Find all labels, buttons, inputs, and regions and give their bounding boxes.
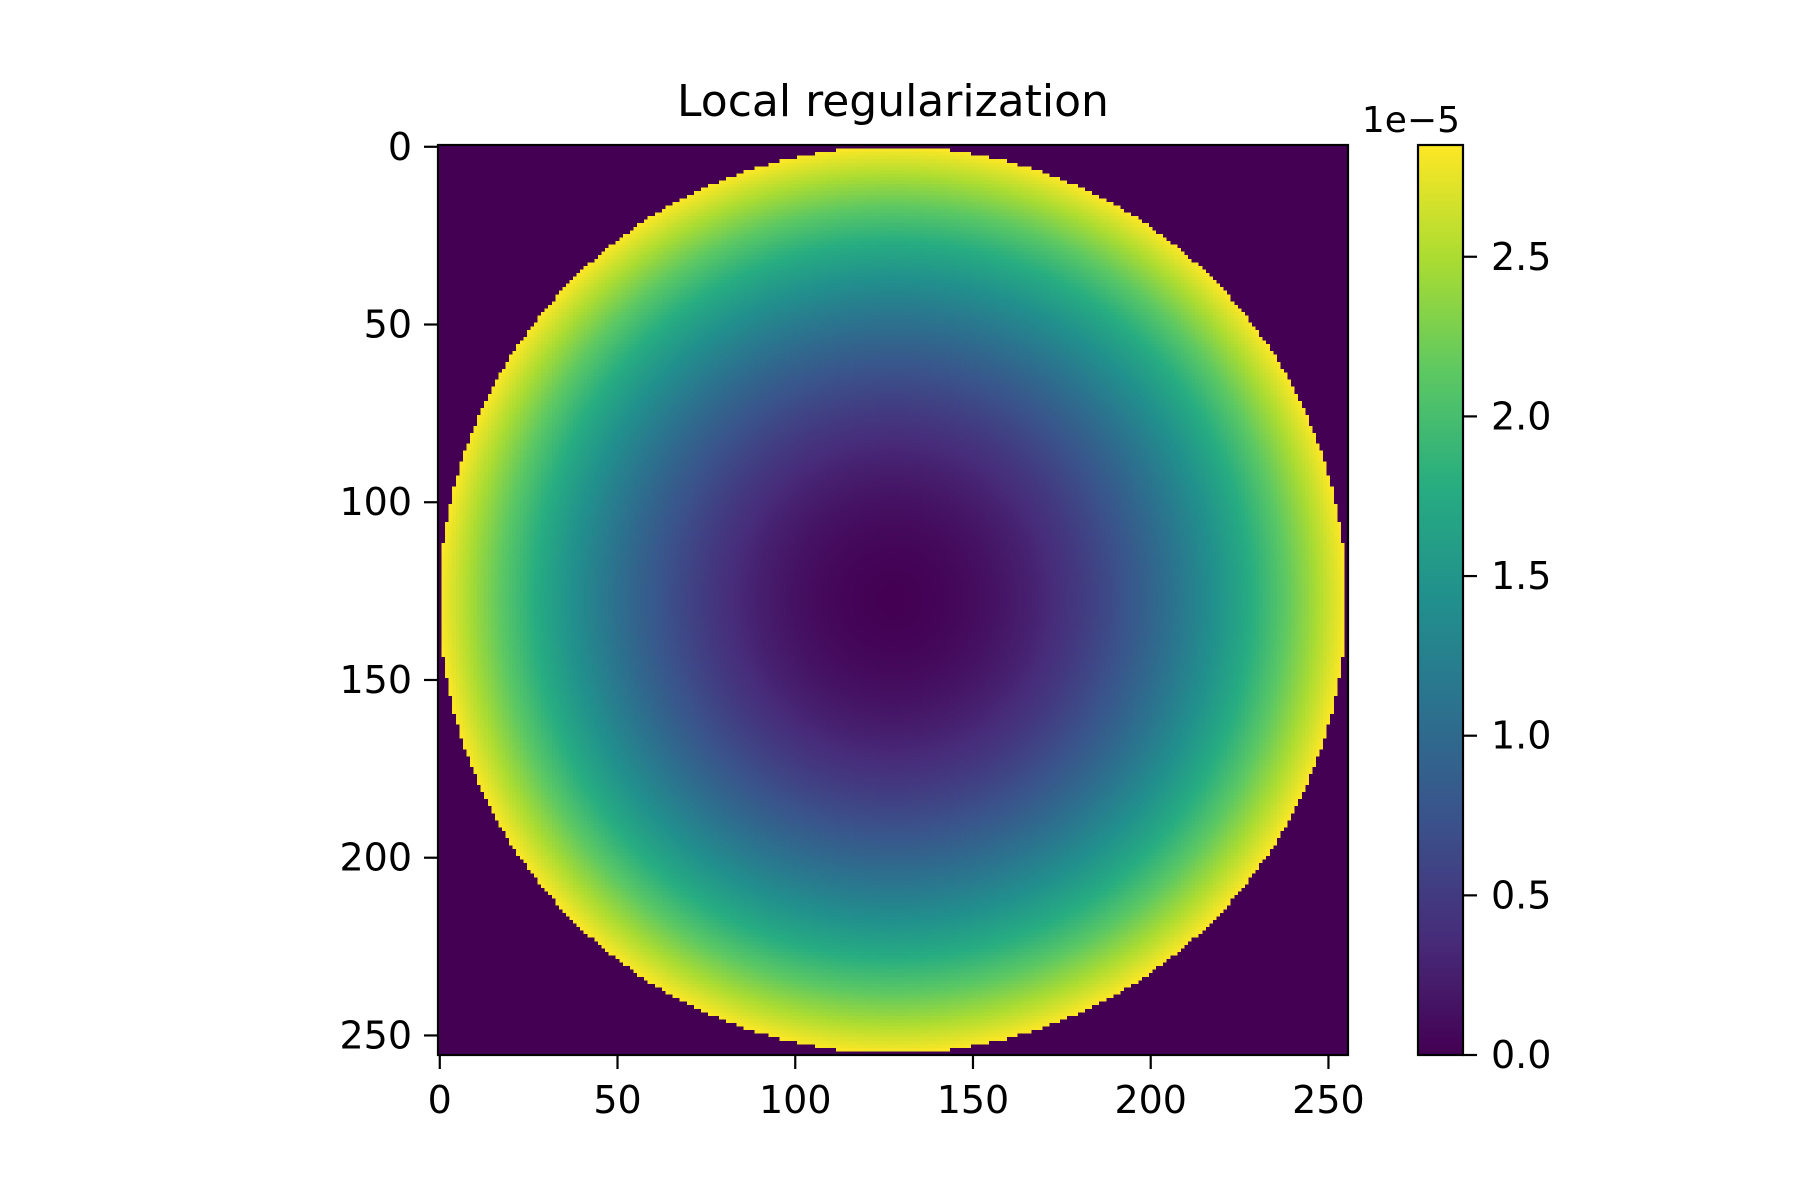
colorbar-tick-label: 0.5 — [1491, 873, 1551, 917]
x-axis: 0 50 100 150 200 250 — [428, 1055, 1365, 1122]
y-tick-label: 0 — [388, 125, 412, 169]
x-tick-label: 250 — [1292, 1078, 1365, 1122]
chart-title: Local regularization — [677, 76, 1109, 127]
colorbar-offset-label: 1e−5 — [1362, 100, 1460, 141]
y-tick-label: 50 — [364, 303, 412, 347]
x-tick-label: 0 — [428, 1078, 452, 1122]
colorbar-tick-label: 1.5 — [1491, 554, 1551, 598]
plot-frame — [436, 143, 1350, 1057]
y-tick-label: 250 — [339, 1013, 412, 1057]
y-tick-label: 200 — [339, 836, 412, 880]
x-tick-label: 50 — [593, 1078, 641, 1122]
colorbar-tick-label: 1.0 — [1491, 714, 1551, 758]
colorbar-tick-label: 2.5 — [1491, 235, 1551, 279]
heatmap-image — [438, 145, 1348, 1055]
colorbar-gradient — [1418, 145, 1463, 1055]
x-tick-label: 150 — [937, 1078, 1010, 1122]
y-axis: 0 50 100 150 200 250 — [339, 125, 438, 1057]
x-tick-label: 200 — [1114, 1078, 1187, 1122]
y-tick-label: 150 — [339, 658, 412, 702]
colorbar-axis: 0.0 0.5 1.0 1.5 2.0 2.5 — [1463, 235, 1551, 1077]
colorbar-tick-label: 0.0 — [1491, 1033, 1551, 1077]
colorbar-tick-label: 2.0 — [1491, 394, 1551, 438]
colorbar-frame — [1416, 143, 1465, 1057]
x-tick-label: 100 — [759, 1078, 832, 1122]
y-tick-label: 100 — [339, 480, 412, 524]
